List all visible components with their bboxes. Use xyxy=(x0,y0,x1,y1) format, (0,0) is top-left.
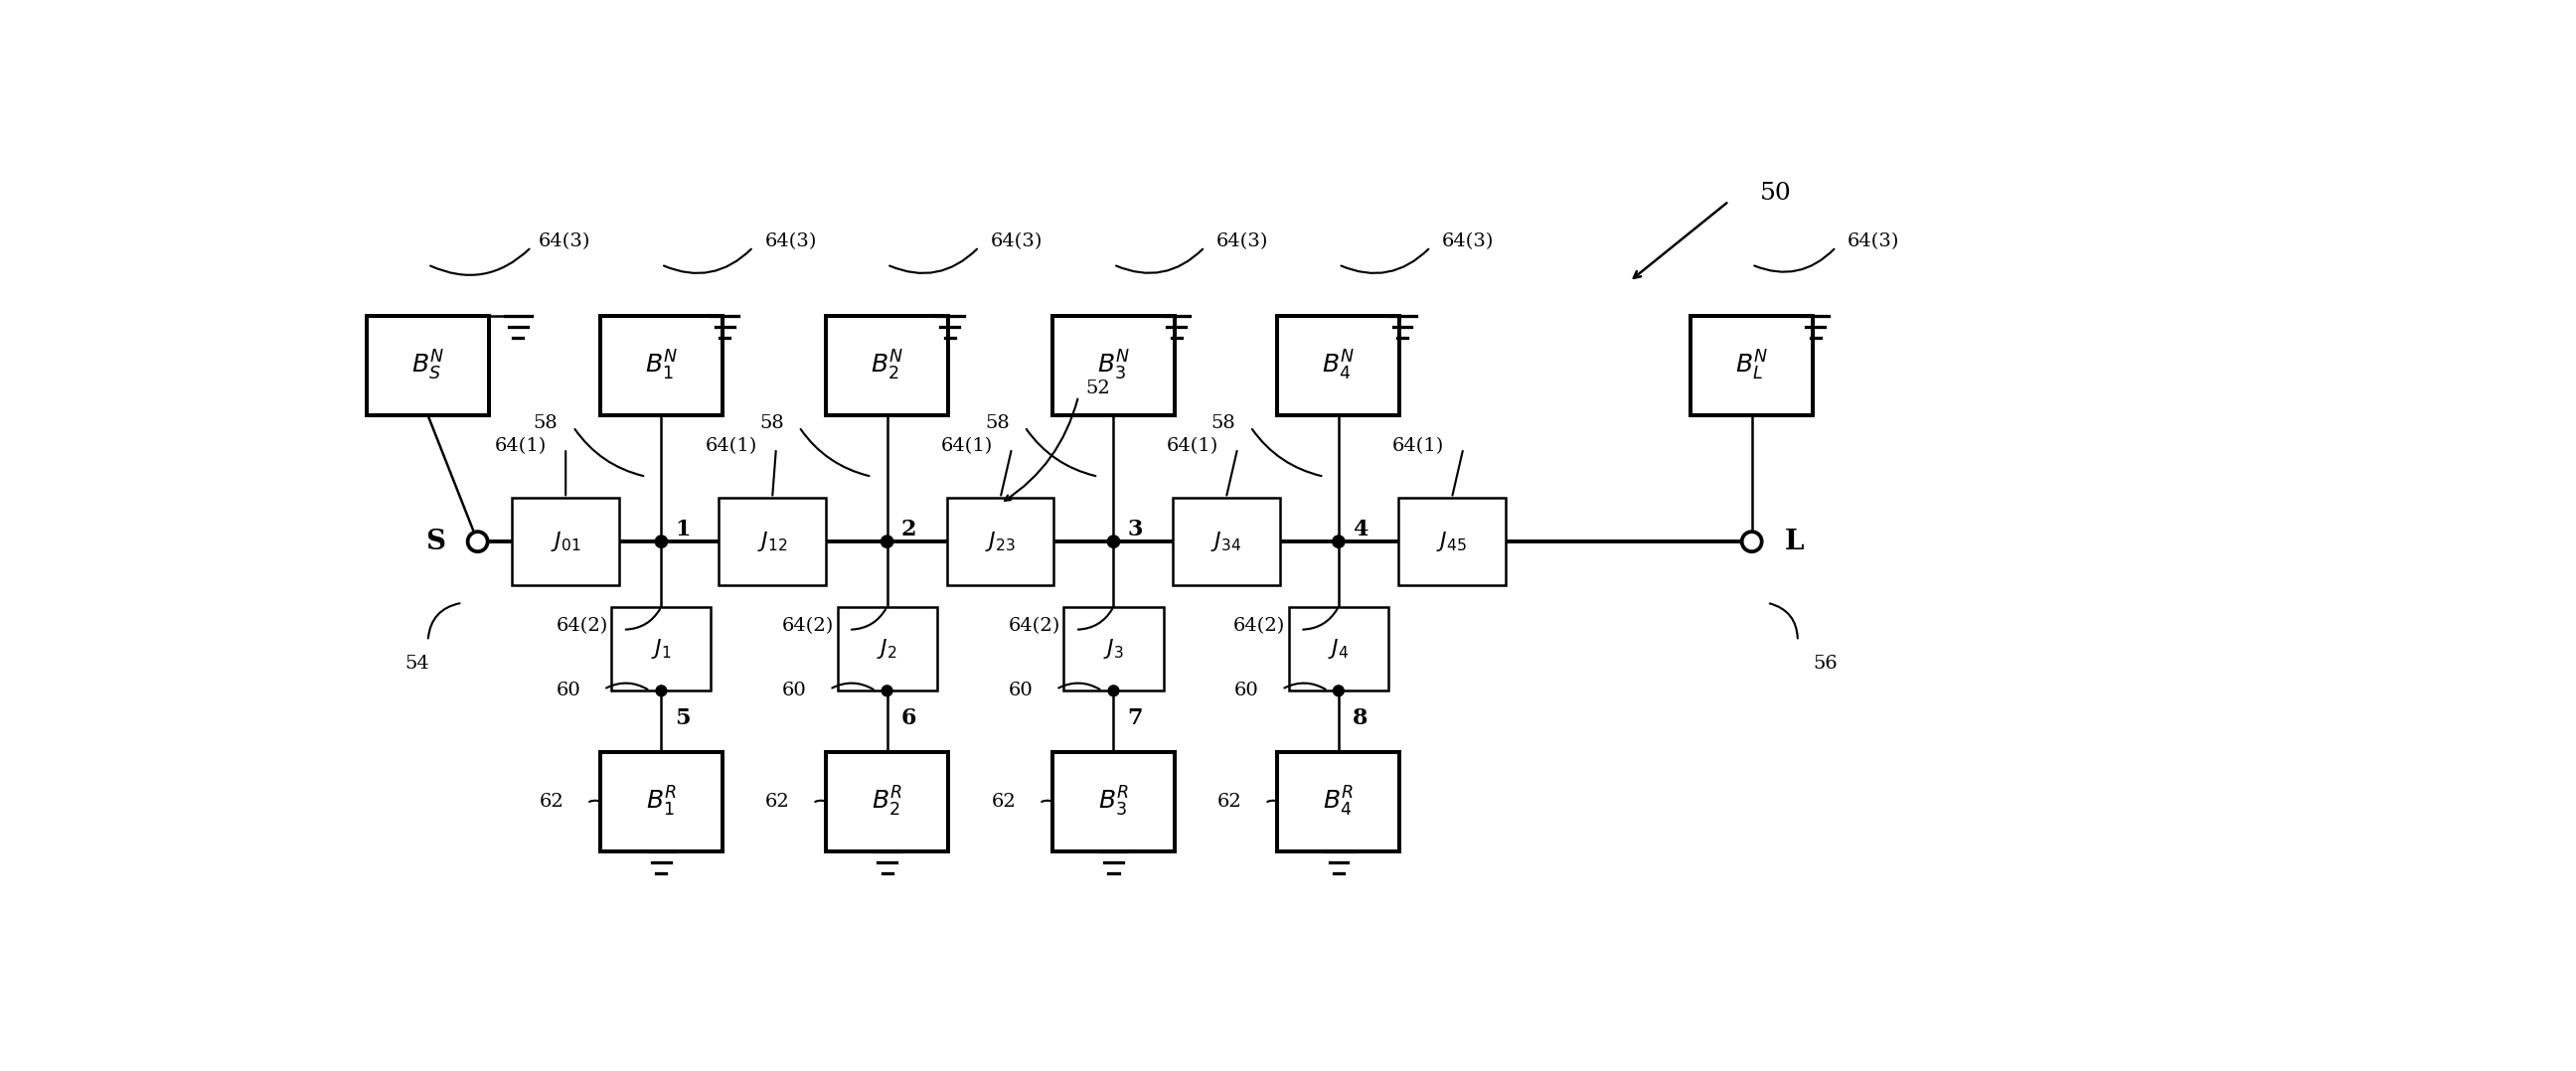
Text: 64(2): 64(2) xyxy=(1234,617,1285,635)
Text: $J_4$: $J_4$ xyxy=(1329,637,1350,661)
Text: $J_1$: $J_1$ xyxy=(652,637,672,661)
Text: 50: 50 xyxy=(1759,182,1790,205)
Text: 62: 62 xyxy=(765,793,791,811)
Bar xyxy=(827,752,948,851)
Bar xyxy=(1278,316,1399,416)
Text: 60: 60 xyxy=(1010,682,1033,699)
Text: 58: 58 xyxy=(984,414,1010,432)
Bar xyxy=(719,498,827,586)
Text: 3: 3 xyxy=(1128,518,1144,541)
Text: 4: 4 xyxy=(1352,518,1368,541)
Text: 64(1): 64(1) xyxy=(706,437,757,455)
Circle shape xyxy=(881,536,894,547)
Bar xyxy=(837,606,938,691)
Text: 64(2): 64(2) xyxy=(1007,617,1059,635)
Bar xyxy=(1054,316,1175,416)
Bar xyxy=(1064,606,1164,691)
Circle shape xyxy=(1334,685,1345,696)
Text: 7: 7 xyxy=(1128,708,1144,729)
Bar xyxy=(1172,498,1280,586)
Circle shape xyxy=(881,685,891,696)
Bar xyxy=(1278,752,1399,851)
Bar xyxy=(948,498,1054,586)
Circle shape xyxy=(1332,536,1345,547)
Text: $J_{45}$: $J_{45}$ xyxy=(1437,530,1468,554)
Text: 64(2): 64(2) xyxy=(556,617,608,635)
Bar xyxy=(611,606,711,691)
Text: 64(3): 64(3) xyxy=(1443,232,1494,251)
Bar xyxy=(1399,498,1504,586)
Text: 64(1): 64(1) xyxy=(1391,437,1445,455)
Text: 64(1): 64(1) xyxy=(495,437,546,455)
Text: $J_{12}$: $J_{12}$ xyxy=(757,530,788,554)
Text: $B_3^N$: $B_3^N$ xyxy=(1097,349,1131,382)
Text: L: L xyxy=(1785,528,1803,555)
Text: $B_S^N$: $B_S^N$ xyxy=(412,349,446,382)
Text: 64(3): 64(3) xyxy=(765,232,817,251)
Text: $J_2$: $J_2$ xyxy=(876,637,896,661)
Text: $J_{34}$: $J_{34}$ xyxy=(1211,530,1242,554)
Circle shape xyxy=(1108,536,1121,547)
Text: 64(3): 64(3) xyxy=(1216,232,1267,251)
Text: 5: 5 xyxy=(675,708,690,729)
Circle shape xyxy=(657,685,667,696)
Text: $B_2^N$: $B_2^N$ xyxy=(871,349,904,382)
Text: 2: 2 xyxy=(902,518,917,541)
Text: 62: 62 xyxy=(992,793,1018,811)
Text: $B_3^R$: $B_3^R$ xyxy=(1097,785,1128,818)
Bar xyxy=(827,316,948,416)
Text: 64(3): 64(3) xyxy=(989,232,1043,251)
Text: 56: 56 xyxy=(1814,655,1837,673)
Text: $J_3$: $J_3$ xyxy=(1103,637,1123,661)
Text: 60: 60 xyxy=(556,682,582,699)
Text: 52: 52 xyxy=(1087,380,1110,397)
Text: 62: 62 xyxy=(1218,793,1242,811)
Text: $J_{23}$: $J_{23}$ xyxy=(984,530,1015,554)
Text: 62: 62 xyxy=(538,793,564,811)
Bar xyxy=(1054,752,1175,851)
Text: 64(1): 64(1) xyxy=(1167,437,1218,455)
Text: 60: 60 xyxy=(1234,682,1260,699)
Text: $J_{01}$: $J_{01}$ xyxy=(551,530,580,554)
Bar xyxy=(1288,606,1388,691)
Bar xyxy=(600,752,721,851)
Text: S: S xyxy=(425,528,446,555)
Text: 1: 1 xyxy=(675,518,690,541)
Text: 8: 8 xyxy=(1352,708,1368,729)
Bar xyxy=(600,316,721,416)
Bar xyxy=(366,316,489,416)
Text: 60: 60 xyxy=(783,682,806,699)
Text: $B_1^R$: $B_1^R$ xyxy=(647,785,677,818)
Bar xyxy=(513,498,618,586)
Circle shape xyxy=(469,531,487,552)
Text: $B_4^R$: $B_4^R$ xyxy=(1324,785,1355,818)
Circle shape xyxy=(1741,531,1762,552)
Text: 6: 6 xyxy=(902,708,917,729)
Text: 58: 58 xyxy=(760,414,783,432)
Text: 64(2): 64(2) xyxy=(781,617,835,635)
Text: $B_L^N$: $B_L^N$ xyxy=(1736,349,1770,382)
Bar xyxy=(1690,316,1814,416)
Text: 54: 54 xyxy=(404,655,430,673)
Text: 64(3): 64(3) xyxy=(538,232,590,251)
Text: $B_4^N$: $B_4^N$ xyxy=(1321,349,1355,382)
Text: 58: 58 xyxy=(1211,414,1236,432)
Text: $B_1^N$: $B_1^N$ xyxy=(644,349,677,382)
Circle shape xyxy=(1108,685,1118,696)
Text: 64(3): 64(3) xyxy=(1847,232,1899,251)
Text: 64(1): 64(1) xyxy=(940,437,992,455)
Circle shape xyxy=(654,536,667,547)
Text: 58: 58 xyxy=(533,414,559,432)
Text: $B_2^R$: $B_2^R$ xyxy=(871,785,902,818)
